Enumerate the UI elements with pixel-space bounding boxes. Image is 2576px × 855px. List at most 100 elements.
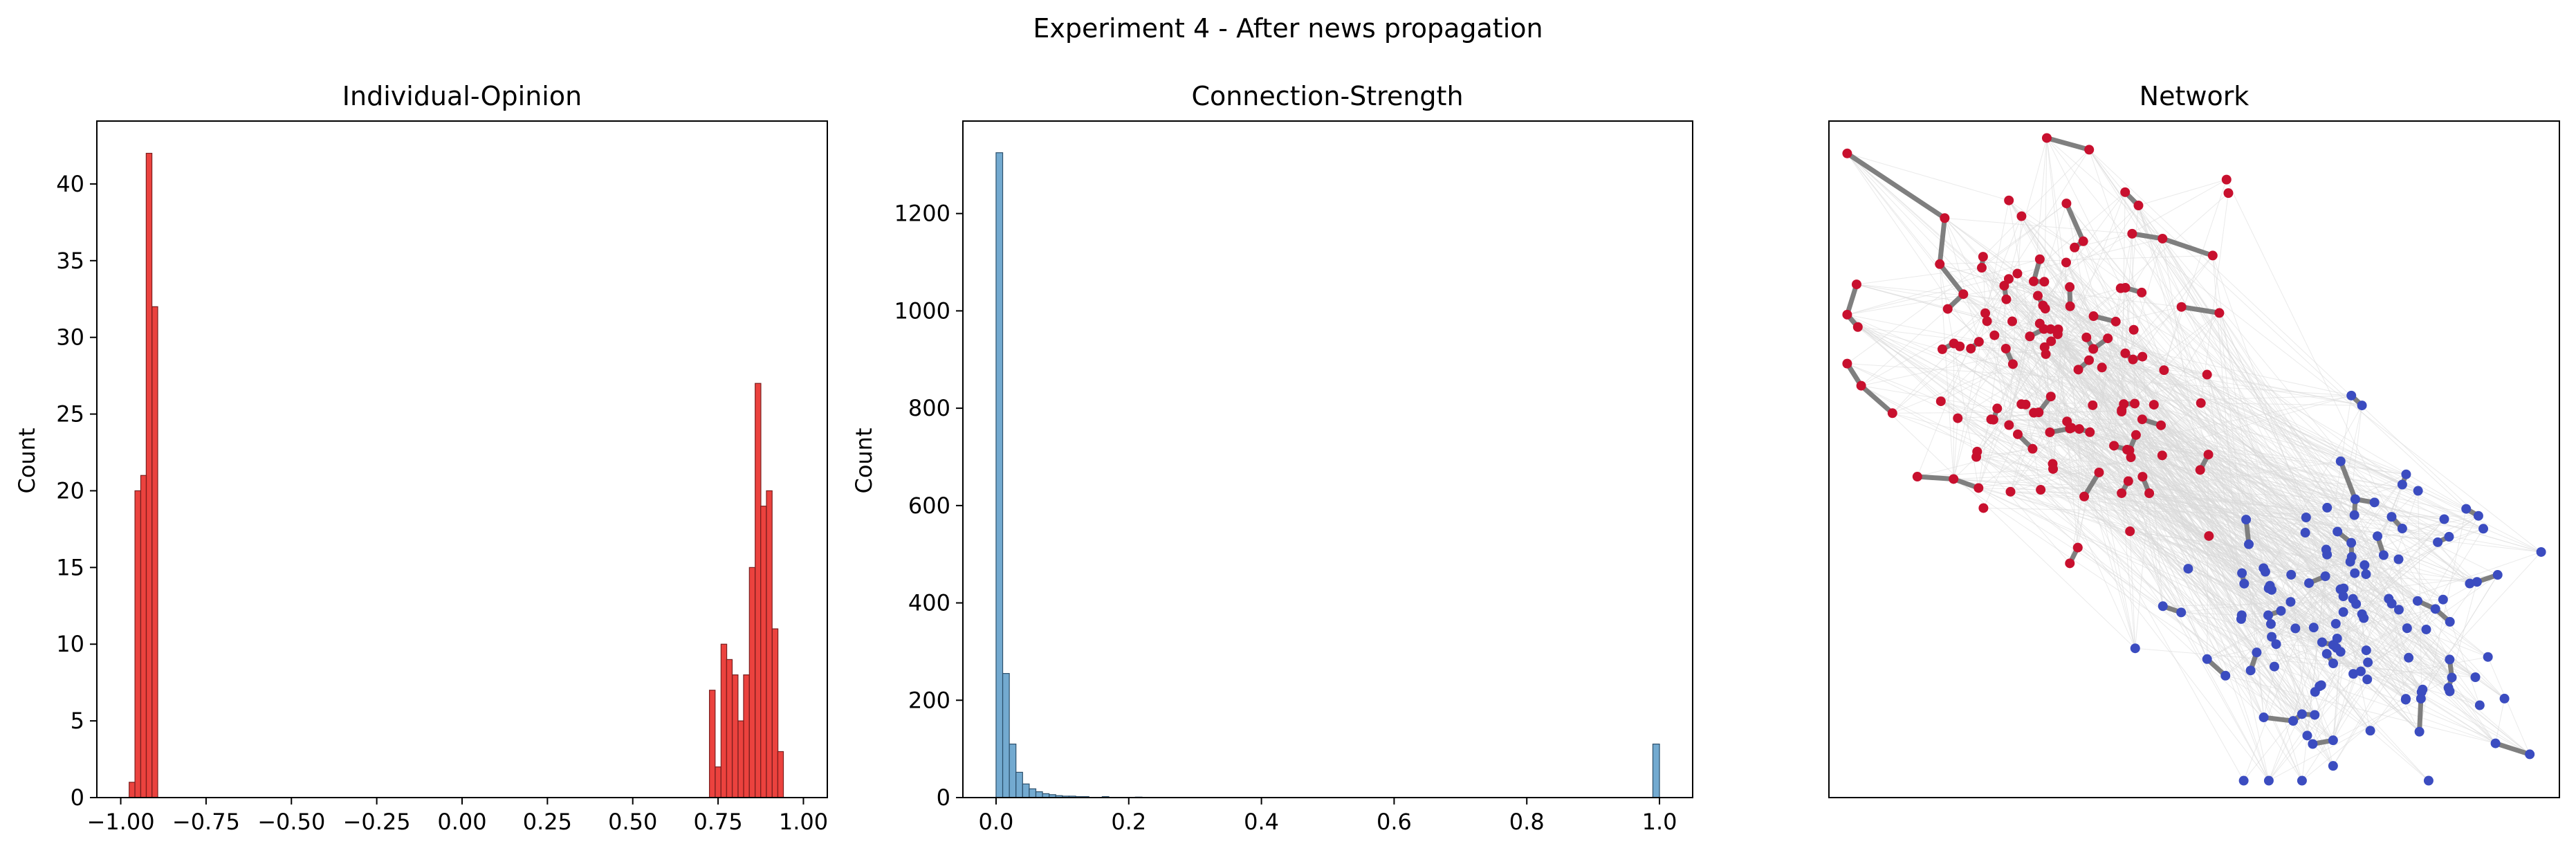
x-tick-label: 0.50 [608, 809, 657, 835]
weak-edge [2122, 461, 2341, 494]
weak-edge [2124, 192, 2408, 629]
weak-edge [2265, 571, 2477, 582]
weak-edge [2003, 285, 2334, 766]
weak-edge [2276, 643, 2480, 706]
network-node [2120, 187, 2131, 197]
x-tick-label: −0.25 [343, 809, 411, 835]
y-tick-label: 400 [908, 590, 950, 616]
histogram-bar [1035, 791, 1043, 798]
weak-edge [2045, 353, 2122, 411]
network-node [2130, 643, 2140, 654]
network-node [2414, 726, 2425, 737]
network-node [1999, 280, 2009, 291]
network-node [2252, 647, 2262, 658]
weak-edge [2030, 335, 2362, 406]
network-node [2237, 568, 2247, 578]
network-node [2402, 623, 2412, 634]
network-node [1992, 403, 2003, 414]
weak-edge [2115, 321, 2130, 451]
network-node [1972, 446, 1982, 457]
weak-edge [2164, 369, 2418, 602]
weak-edge [1978, 299, 2007, 488]
network-node [2421, 624, 2431, 634]
weak-edge [1953, 418, 1958, 479]
network-node [2271, 639, 2281, 650]
network-node [2362, 674, 2373, 685]
network-node [2157, 450, 2167, 461]
weak-edge [2039, 323, 2450, 623]
network-node [2045, 392, 2056, 402]
weak-edge [2354, 515, 2479, 574]
network-node [2350, 568, 2360, 578]
network-node [1974, 337, 1984, 347]
y-tick-label: 10 [56, 631, 84, 657]
weak-edge [2050, 396, 2366, 575]
network-node [2245, 665, 2256, 676]
network-node [1887, 408, 1897, 419]
network-node [2472, 577, 2482, 587]
network-node [2297, 775, 2307, 786]
network-node [2207, 250, 2218, 261]
y-tick-label: 0 [71, 784, 84, 811]
histogram-bar [1015, 771, 1023, 798]
panel-connection-strength: Connection-Strength Count 0.0 0.2 0.4 0.6 0.… [851, 81, 1693, 835]
weak-edge [2268, 603, 2393, 781]
weak-edge [2045, 192, 2229, 355]
y-tick-label: 15 [56, 554, 84, 580]
weak-edge [1857, 327, 1979, 342]
network-node [2109, 441, 2119, 451]
weak-edge [2088, 149, 2164, 371]
weak-edge [1861, 385, 2341, 652]
weak-edge [2046, 138, 2163, 239]
network-node [1980, 308, 1991, 318]
network-node [2361, 569, 2371, 580]
network-node [2300, 528, 2310, 538]
weak-edge [2408, 609, 2436, 659]
weak-edge [2149, 493, 2350, 562]
weak-edge [2138, 205, 2467, 509]
weak-edge [2004, 285, 2059, 330]
strong-edge [2261, 715, 2296, 724]
strong-edge [2179, 304, 2222, 315]
histogram-bar [726, 659, 733, 798]
network-node [2202, 369, 2212, 380]
weak-edge [2133, 359, 2418, 491]
network-node [2286, 569, 2297, 580]
network-node [2438, 594, 2448, 605]
network-node [1982, 316, 1992, 327]
network-node [2052, 329, 2063, 340]
weak-edge [1978, 487, 2326, 577]
weak-edge [1847, 314, 2046, 355]
network-node [2137, 351, 2148, 362]
network-node [2483, 652, 2493, 662]
network-node [2338, 607, 2348, 617]
network-node [2007, 359, 2018, 369]
weak-edge [2069, 286, 2272, 637]
network-node [1958, 289, 1969, 300]
network-node [2065, 558, 2075, 569]
weak-edge [2248, 544, 2265, 718]
bars [129, 152, 784, 798]
strong-edge [1844, 151, 1947, 221]
network-node [2088, 311, 2099, 322]
network-node [2359, 613, 2369, 623]
strong-edge [2160, 236, 2216, 258]
weak-edge [2058, 329, 2452, 678]
network-node [2361, 645, 2371, 656]
weak-edge [1847, 314, 2276, 645]
weak-edge [2265, 571, 2303, 715]
network-node [2038, 300, 2048, 311]
weak-edge [1847, 153, 2296, 629]
network-node [2290, 623, 2301, 634]
network-node [1852, 322, 1863, 332]
histogram-bar [755, 383, 762, 798]
weak-edge [1982, 256, 2342, 462]
network-node [2122, 445, 2133, 455]
weak-edge [2066, 262, 2352, 543]
strong-edge [1859, 383, 1895, 416]
network-node [2156, 420, 2166, 430]
histogram-bar [720, 643, 728, 798]
network-node [2322, 549, 2333, 560]
strong-edge [1915, 474, 1956, 481]
weak-edge [1991, 419, 2162, 426]
